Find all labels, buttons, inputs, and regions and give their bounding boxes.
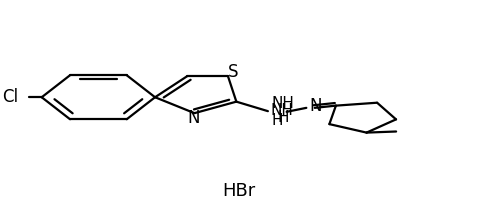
Text: N: N <box>187 109 200 127</box>
Text: HBr: HBr <box>222 182 256 200</box>
Text: NH: NH <box>271 103 293 118</box>
Text: N: N <box>310 97 322 115</box>
Text: NH
H: NH H <box>272 96 294 128</box>
Text: S: S <box>228 63 238 81</box>
Text: Cl: Cl <box>2 88 18 106</box>
Text: H: H <box>278 110 289 125</box>
